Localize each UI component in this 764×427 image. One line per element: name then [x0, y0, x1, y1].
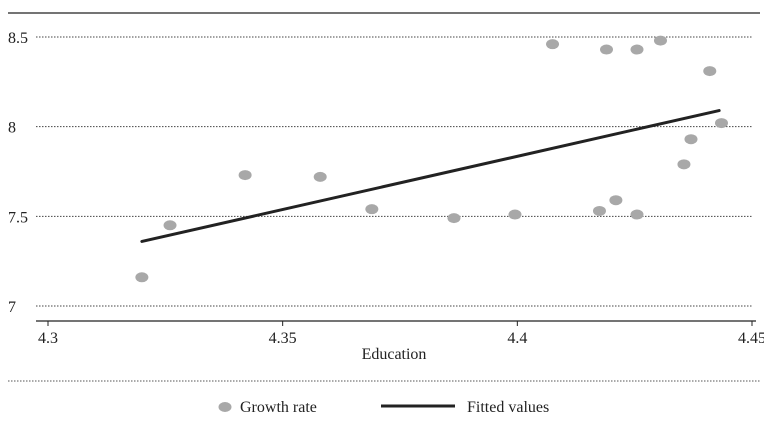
y-tick-label: 8.5 — [8, 30, 28, 47]
growth-rate-point — [592, 205, 606, 216]
growth-rate-point — [609, 195, 623, 206]
growth-rate-point — [703, 66, 717, 77]
growth-rate-point — [630, 44, 644, 55]
growth-rate-point — [546, 39, 560, 50]
growth-rate-point — [600, 44, 614, 55]
growth-rate-point — [714, 118, 728, 129]
growth-rate-point — [447, 213, 461, 224]
growth-rate-point — [630, 209, 644, 220]
x-tick-label: 4.4 — [507, 330, 527, 347]
legend: Growth rate Fitted values — [218, 399, 549, 416]
x-tick-label: 4.45 — [738, 330, 764, 347]
growth-rate-point — [365, 204, 379, 215]
growth-rate-point — [163, 220, 177, 231]
x-axis-title: Education — [362, 346, 427, 363]
growth-rate-point — [135, 272, 149, 283]
growth-rate-point — [508, 209, 522, 220]
growth-rate-point — [653, 35, 667, 46]
growth-rate-point — [238, 170, 252, 181]
x-tick-label: 4.3 — [38, 330, 58, 347]
growth-rate-point — [677, 159, 691, 170]
fitted-values-line — [140, 109, 721, 243]
legend-fitted-values-label: Fitted values — [467, 399, 549, 416]
legend-growth-rate-symbol — [218, 402, 232, 412]
growth-rate-point — [313, 171, 327, 182]
plot-marks — [135, 35, 728, 283]
x-tick-label: 4.35 — [269, 330, 297, 347]
legend-growth-rate-label: Growth rate — [240, 399, 317, 416]
x-axis-ticks: 4.3 4.35 4.4 4.45 — [38, 321, 764, 347]
growth-rate-point — [684, 134, 698, 145]
y-tick-label: 8 — [8, 120, 16, 137]
gridlines — [36, 36, 752, 307]
y-axis-tick-labels: 7 7.5 8 8.5 — [8, 30, 28, 316]
y-tick-label: 7.5 — [8, 209, 28, 226]
y-tick-label: 7 — [8, 299, 16, 316]
